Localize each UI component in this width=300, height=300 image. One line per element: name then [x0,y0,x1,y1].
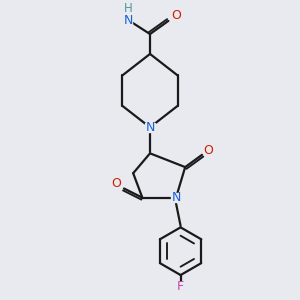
Text: N: N [145,121,155,134]
Bar [146,123,154,132]
Text: N: N [171,191,181,204]
Bar [124,16,132,25]
Text: O: O [203,144,213,157]
Text: O: O [171,9,181,22]
Text: F: F [177,280,184,293]
Text: O: O [111,177,121,190]
Text: H: H [124,2,132,15]
Text: N: N [123,14,133,27]
Bar [171,193,181,202]
